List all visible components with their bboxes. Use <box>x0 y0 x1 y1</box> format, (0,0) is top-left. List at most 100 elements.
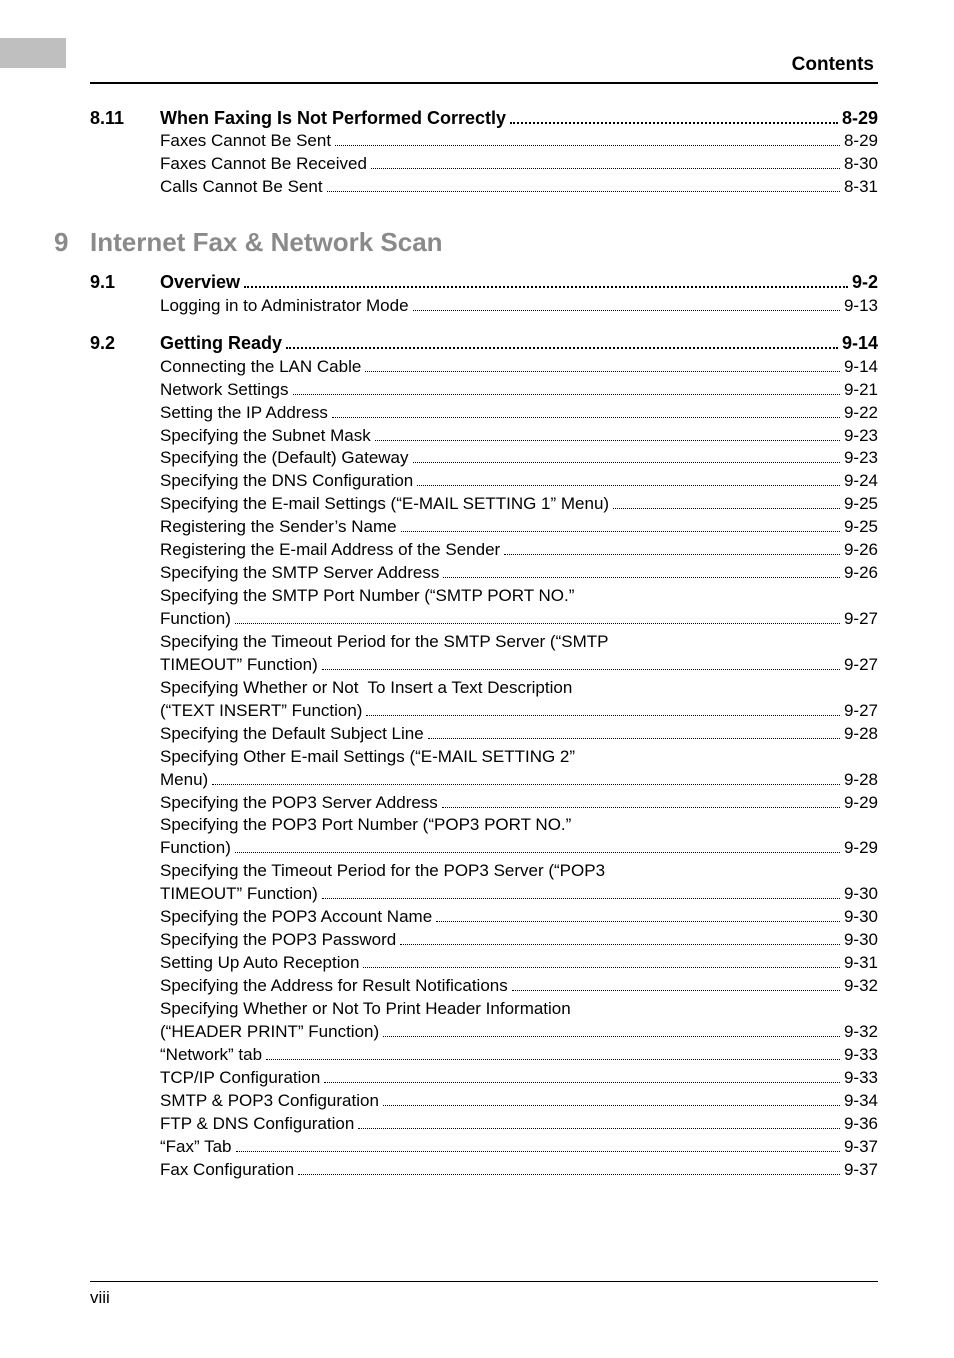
leader <box>322 895 840 899</box>
toc-item: Specifying Whether or Not To Print Heade… <box>160 998 878 1021</box>
leader <box>413 306 840 310</box>
item-label: TIMEOUT” Function) <box>160 883 318 906</box>
toc-item: Network Settings9-21 <box>160 379 878 402</box>
section-number: 9.2 <box>90 331 160 355</box>
header-section-label: Contents <box>792 54 878 76</box>
leader <box>327 188 840 192</box>
leader <box>266 1055 840 1059</box>
item-label: Specifying the Subnet Mask <box>160 425 371 448</box>
item-label: Function) <box>160 837 231 860</box>
item-page: 9-27 <box>844 654 878 677</box>
toc-block-9-1: 9.1 Overview 9-2 Logging in to Administr… <box>90 270 878 317</box>
toc-item: FTP & DNS Configuration9-36 <box>160 1113 878 1136</box>
toc-block-9-2: 9.2 Getting Ready 9-14 Connecting the LA… <box>90 331 878 1181</box>
toc-item: Specifying the Address for Result Notifi… <box>160 975 878 998</box>
section-line: Getting Ready 9-14 <box>160 331 878 355</box>
item-page: 9-27 <box>844 700 878 723</box>
toc-item: Specifying the POP3 Server Address9-29 <box>160 792 878 815</box>
item-label: Faxes Cannot Be Sent <box>160 130 331 153</box>
section-number: 8.11 <box>90 106 160 130</box>
leader <box>236 1147 840 1151</box>
item-page: 9-30 <box>844 883 878 906</box>
item-page: 9-37 <box>844 1159 878 1182</box>
item-label: Specifying the Default Subject Line <box>160 723 424 746</box>
leader <box>235 849 840 853</box>
toc-item: Faxes Cannot Be Sent 8-29 <box>160 130 878 153</box>
toc-item: Logging in to Administrator Mode 9-13 <box>160 295 878 318</box>
leader <box>383 1101 840 1105</box>
toc-item: Specifying the SMTP Port Number (“SMTP P… <box>160 585 878 608</box>
section-title: Overview <box>160 270 240 294</box>
item-page: 9-26 <box>844 562 878 585</box>
item-page: 9-33 <box>844 1044 878 1067</box>
leader <box>358 1124 840 1128</box>
toc-item: Function) 9-29 <box>160 837 878 860</box>
item-page: 9-34 <box>844 1090 878 1113</box>
toc-item: TCP/IP Configuration9-33 <box>160 1067 878 1090</box>
section-line: Overview 9-2 <box>160 270 878 294</box>
item-page: 9-32 <box>844 975 878 998</box>
item-page: 9-29 <box>844 837 878 860</box>
chapter-number: 9 <box>54 225 90 260</box>
item-label: FTP & DNS Configuration <box>160 1113 354 1136</box>
leader <box>335 142 840 146</box>
header-row: Contents <box>90 54 878 84</box>
footer-page-number: viii <box>90 1288 110 1307</box>
item-page: 9-23 <box>844 447 878 470</box>
leader <box>324 1078 840 1082</box>
item-label: Specifying the POP3 Password <box>160 929 396 952</box>
item-label: (“HEADER PRINT” Function) <box>160 1021 379 1044</box>
item-label: Network Settings <box>160 379 289 402</box>
toc-item: Specifying the Timeout Period for the PO… <box>160 860 878 883</box>
page: Contents 8.11 When Faxing Is Not Perform… <box>0 0 954 1358</box>
toc-item: Specifying the Default Subject Line9-28 <box>160 723 878 746</box>
leader <box>428 734 840 738</box>
toc-item: Faxes Cannot Be Received 8-30 <box>160 153 878 176</box>
item-page: 9-30 <box>844 929 878 952</box>
toc-item: TIMEOUT” Function) 9-30 <box>160 883 878 906</box>
leader <box>417 482 840 486</box>
leader <box>510 118 838 124</box>
chapter-heading: 9 Internet Fax & Network Scan <box>54 225 878 260</box>
item-label: Specifying Other E-mail Settings (“E-MAI… <box>160 746 575 769</box>
leader <box>436 918 840 922</box>
toc-item: Specifying the POP3 Password 9-30 <box>160 929 878 952</box>
leader <box>235 620 840 624</box>
leader <box>512 987 840 991</box>
toc-item: Specifying the Timeout Period for the SM… <box>160 631 878 654</box>
item-page: 9-22 <box>844 402 878 425</box>
section-line: When Faxing Is Not Performed Correctly 8… <box>160 106 878 130</box>
toc-item: Registering the Sender’s Name9-25 <box>160 516 878 539</box>
toc-item: Specifying the POP3 Port Number (“POP3 P… <box>160 814 878 837</box>
leader <box>443 574 840 578</box>
item-page: 9-29 <box>844 792 878 815</box>
toc-item: Function)9-27 <box>160 608 878 631</box>
toc-item: Specifying the E-mail Settings (“E-MAIL … <box>160 493 878 516</box>
leader <box>366 711 840 715</box>
section-title: When Faxing Is Not Performed Correctly <box>160 106 506 130</box>
toc-item: Specifying the (Default) Gateway9-23 <box>160 447 878 470</box>
item-page: 9-23 <box>844 425 878 448</box>
leader <box>286 344 838 350</box>
item-page: 9-13 <box>844 295 878 318</box>
toc-block-8-11: 8.11 When Faxing Is Not Performed Correc… <box>90 106 878 199</box>
leader <box>365 367 840 371</box>
toc-item: “Network” tab9-33 <box>160 1044 878 1067</box>
leader <box>400 941 840 945</box>
item-page: 9-32 <box>844 1021 878 1044</box>
item-label: Fax Configuration <box>160 1159 294 1182</box>
item-label: Menu) <box>160 769 208 792</box>
leader <box>383 1033 840 1037</box>
item-label: TIMEOUT” Function) <box>160 654 318 677</box>
item-page: 8-31 <box>844 176 878 199</box>
leader <box>332 413 840 417</box>
item-page: 9-33 <box>844 1067 878 1090</box>
item-page: 9-25 <box>844 516 878 539</box>
item-page: 9-28 <box>844 769 878 792</box>
toc-item: Menu) 9-28 <box>160 769 878 792</box>
item-label: Specifying the POP3 Port Number (“POP3 P… <box>160 814 571 837</box>
item-label: Setting the IP Address <box>160 402 328 425</box>
toc-item: Specifying the DNS Configuration9-24 <box>160 470 878 493</box>
leader <box>504 551 840 555</box>
item-label: Specifying the E-mail Settings (“E-MAIL … <box>160 493 609 516</box>
